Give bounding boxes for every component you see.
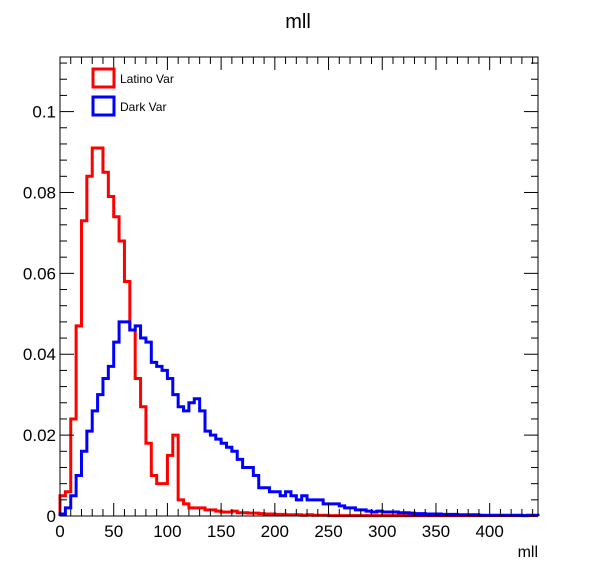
y-tick-label: 0.08 [23,183,56,202]
x-tick-label: 0 [55,522,64,541]
x-tick-label: 300 [368,522,396,541]
plot-frame [59,56,539,517]
x-tick-label: 200 [261,522,289,541]
x-tick-label: 50 [104,522,123,541]
legend: Latino Var Dark Var [91,67,174,117]
x-axis-label: mll [518,544,538,561]
x-tick-label: 400 [475,522,503,541]
x-tick-label: 100 [153,522,181,541]
y-tick-label: 0.06 [23,264,56,283]
y-tick-label: 0.1 [32,103,56,122]
x-tick-label: 350 [422,522,450,541]
chart-title: mll [285,11,311,33]
y-axis: 0 0.02 0.04 0.06 0.08 0.1 [23,62,538,526]
x-tick-label: 150 [207,522,235,541]
legend-swatch-1 [91,95,116,117]
legend-label-1: Dark Var [120,100,166,114]
x-axis: 0 50 100 150 200 250 300 350 400 [55,57,534,541]
y-tick-label: 0 [47,507,56,526]
y-tick-label: 0.04 [23,345,56,364]
legend-label-0: Latino Var [120,72,174,86]
legend-swatch-0 [91,67,116,89]
plot-area [58,146,540,518]
series-line-0 [58,146,540,518]
x-tick-label: 250 [314,522,342,541]
y-tick-label: 0.02 [23,426,56,445]
series-line-1 [58,320,540,518]
